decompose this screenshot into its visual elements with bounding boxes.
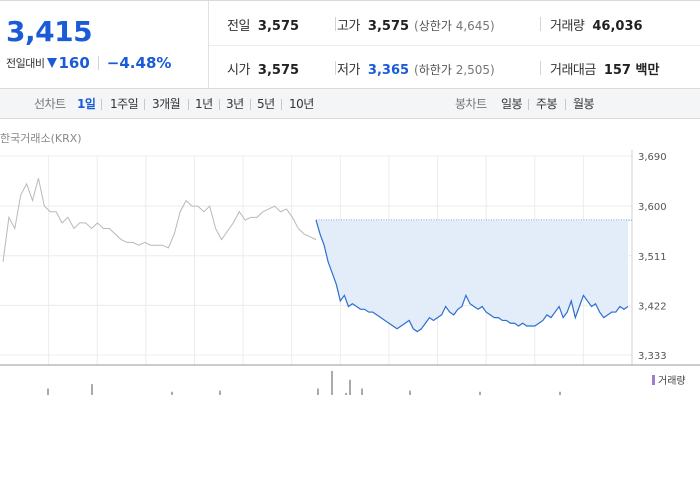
tab-monthly-candle[interactable]: 월봉 bbox=[573, 97, 595, 111]
stat-label: 거래량 bbox=[550, 19, 585, 34]
divider bbox=[565, 99, 566, 110]
tab-1-week[interactable]: 1주일 bbox=[110, 97, 139, 111]
upper-limit-label: 상한가 bbox=[418, 19, 452, 33]
today-price-line bbox=[315, 219, 629, 333]
price-stats: 전일 3,575 고가 3,575 (상한가 4,645) 거래량 46,036… bbox=[209, 1, 700, 89]
divider bbox=[250, 99, 251, 110]
candle-chart-section-label: 봉차트 bbox=[455, 97, 487, 111]
tab-weekly-candle[interactable]: 주봉 bbox=[536, 97, 558, 111]
change-label: 전일대비 bbox=[6, 57, 45, 70]
change-rate: −4.48% bbox=[106, 54, 172, 72]
price-summary: 3,415 전일대비 160 −4.48% bbox=[0, 1, 209, 89]
tab-3-years[interactable]: 3년 bbox=[226, 97, 244, 111]
lower-limit-label: 하한가 bbox=[418, 63, 452, 77]
tab-daily-candle[interactable]: 일봉 bbox=[501, 97, 523, 111]
stat-label: 시가 bbox=[227, 63, 250, 78]
divider bbox=[335, 17, 336, 31]
stat-value: 3,365 bbox=[367, 63, 410, 78]
quote-panel: 3,415 전일대비 160 −4.48% 전일 3,575 고가 3,575 … bbox=[0, 0, 700, 89]
tab-1-year[interactable]: 1년 bbox=[195, 97, 213, 111]
stat-trade-amount: 거래대금 157 백만 bbox=[550, 59, 659, 78]
stat-label: 전일 bbox=[227, 19, 250, 34]
tab-5-years[interactable]: 5년 bbox=[257, 97, 275, 111]
divider bbox=[540, 61, 541, 75]
volume-legend: 거래량 bbox=[652, 372, 686, 387]
current-price: 3,415 bbox=[6, 15, 93, 48]
y-tick-label: 3,511 bbox=[638, 252, 667, 263]
tab-1-day[interactable]: 1일 bbox=[77, 97, 96, 111]
stat-value: 157 백만 bbox=[603, 63, 660, 78]
stat-value: 46,036 bbox=[592, 19, 643, 34]
down-triangle-icon bbox=[47, 58, 58, 68]
tab-10-years[interactable]: 10년 bbox=[289, 97, 314, 111]
divider bbox=[97, 56, 99, 70]
stat-label: 저가 bbox=[337, 63, 360, 78]
stat-value: 3,575 bbox=[257, 19, 300, 34]
divider bbox=[144, 99, 145, 110]
lower-limit-value: 2,505 bbox=[455, 63, 491, 77]
divider bbox=[281, 99, 282, 110]
chart-source: 한국거래소(KRX) bbox=[0, 132, 82, 145]
intraday-chart-svg: 3,690 3,600 3,511 3,422 3,333 bbox=[0, 150, 700, 395]
y-tick-label: 3,690 bbox=[638, 152, 667, 163]
divider bbox=[528, 99, 529, 110]
upper-limit-value: 4,645 bbox=[455, 19, 491, 33]
y-tick-label: 3,333 bbox=[638, 351, 667, 362]
divider bbox=[219, 99, 220, 110]
stat-high: 고가 3,575 (상한가 4,645) bbox=[337, 15, 495, 34]
intraday-chart: 3,690 3,600 3,511 3,422 3,333 bbox=[0, 120, 700, 490]
volume-legend-label: 거래량 bbox=[658, 376, 686, 387]
stat-open: 시가 3,575 bbox=[227, 59, 299, 78]
divider bbox=[209, 45, 700, 46]
tab-3-months[interactable]: 3개월 bbox=[152, 97, 181, 111]
divider bbox=[188, 99, 189, 110]
y-tick-label: 3,600 bbox=[638, 202, 667, 213]
stat-prev-close: 전일 3,575 bbox=[227, 15, 299, 34]
stat-limit: (하한가 2,505) bbox=[414, 63, 495, 77]
chart-period-tabs: 선차트 1일 1주일 3개월 1년 3년 5년 10년 봉차트 일봉 주봉 월봉 bbox=[0, 89, 700, 119]
today-price-area bbox=[316, 220, 628, 332]
stat-volume: 거래량 46,036 bbox=[550, 15, 643, 34]
stat-value: 3,575 bbox=[257, 63, 300, 78]
stat-label: 거래대금 bbox=[550, 63, 596, 78]
y-tick-label: 3,422 bbox=[638, 301, 667, 312]
previous-day-price-line bbox=[2, 178, 317, 262]
stat-label: 고가 bbox=[337, 19, 360, 34]
change-value: 160 bbox=[58, 54, 90, 72]
stat-limit: (상한가 4,645) bbox=[414, 19, 495, 33]
stat-value: 3,575 bbox=[367, 19, 410, 34]
line-chart-section-label: 선차트 bbox=[34, 97, 66, 111]
divider bbox=[335, 61, 336, 75]
volume-legend-marker-icon bbox=[652, 374, 655, 385]
change-row: 전일대비 160 −4.48% bbox=[6, 54, 171, 72]
divider bbox=[540, 17, 541, 31]
stat-low: 저가 3,365 (하한가 2,505) bbox=[337, 59, 495, 78]
divider bbox=[101, 99, 102, 110]
